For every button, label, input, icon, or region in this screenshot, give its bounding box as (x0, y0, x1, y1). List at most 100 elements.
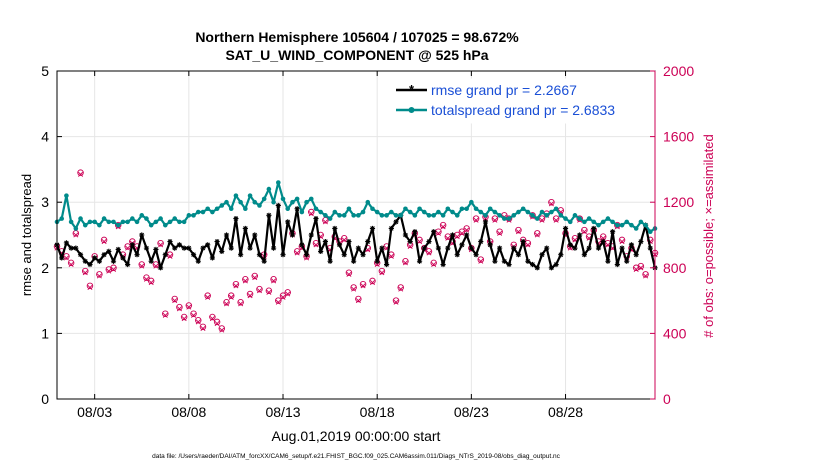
rmse-point (110, 258, 117, 264)
obs-assimilated-point (398, 286, 404, 292)
totalspread-point (629, 222, 634, 228)
rmse-point (115, 246, 121, 253)
obs-possible-point (77, 169, 84, 176)
totalspread-point (445, 206, 451, 212)
totalspread-point (92, 219, 97, 225)
obs-assimilated-point (266, 289, 272, 295)
obs-assimilated-point (402, 260, 408, 266)
totalspread-point (158, 216, 163, 221)
totalspread-point (332, 209, 338, 215)
obs-assimilated-point (191, 312, 197, 318)
obs-assimilated-point (271, 278, 277, 284)
obs-possible-point (439, 221, 447, 229)
totalspread-point (266, 186, 272, 192)
y-tick-label-right: 400 (663, 325, 687, 341)
y-tick-label-left: 0 (41, 391, 49, 407)
rmse-point (515, 252, 522, 258)
obs-assimilated-point (643, 273, 649, 279)
totalspread-point (346, 206, 352, 212)
rmse-point (332, 225, 338, 232)
obs-assimilated-point (162, 312, 168, 318)
rmse-point (106, 248, 112, 254)
obs-possible-point (430, 259, 437, 267)
legend-box (385, 78, 651, 124)
totalspread-point (144, 216, 149, 221)
rmse-point (209, 255, 215, 261)
obs-possible-point (576, 215, 583, 222)
rmse-point (454, 252, 460, 258)
rmse-point (266, 212, 272, 218)
rmse-point (223, 232, 230, 238)
obs-assimilated-point (633, 266, 639, 272)
totalspread-point (520, 206, 526, 212)
totalspread-point (610, 219, 615, 225)
obs-assimilated-point (158, 242, 164, 248)
obs-assimilated-point (473, 217, 479, 223)
obs-possible-point (392, 297, 400, 304)
rmse-point (497, 245, 503, 251)
totalspread-point (647, 229, 653, 235)
rmse-point (553, 261, 559, 268)
totalspread-point (412, 213, 418, 218)
obs-possible-point (345, 269, 353, 276)
obs-assimilated-point (431, 262, 437, 268)
axis-layer: 08/03 08/08 08/13 08/18 08/23 08/28 0 1 2 3 4 5 0 400… (41, 63, 694, 420)
obs-assimilated-point (110, 266, 117, 272)
obs-possible-point (232, 280, 240, 288)
totalspread-point (318, 209, 323, 215)
totalspread-point (257, 203, 262, 208)
rmse-point (77, 252, 84, 258)
rmse-point (59, 255, 65, 261)
totalspread-point (605, 216, 611, 221)
rmse-point (440, 261, 446, 268)
totalspread-point (563, 216, 568, 221)
obs-possible-point (114, 221, 122, 229)
obs-assimilated-point (393, 299, 399, 305)
obs-possible-point (143, 274, 150, 281)
rmse-point (431, 229, 437, 235)
rmse-point (421, 245, 427, 251)
rmse-point (435, 245, 442, 251)
rmse-point (63, 240, 70, 246)
obs-possible-point (397, 284, 404, 291)
y-tick-label-left: 3 (41, 194, 49, 210)
obs-assimilated-point (464, 227, 470, 233)
totalspread-point (73, 226, 79, 231)
obs-assimilated-point (445, 235, 451, 241)
totalspread-point (511, 213, 517, 218)
rmse-point (303, 252, 310, 258)
rmse-point (619, 245, 625, 251)
obs-assimilated-point (176, 306, 182, 312)
obs-assimilated-point (454, 234, 460, 240)
totalspread-point (101, 216, 107, 221)
obs-assimilated-point (82, 270, 88, 276)
rmse-point (464, 232, 470, 238)
rmse-point (449, 232, 456, 238)
obs-assimilated-point (525, 242, 531, 248)
rmse-point (544, 245, 550, 251)
obs-assimilated-point (181, 316, 187, 322)
obs-assimilated-point (209, 316, 215, 322)
rmse-point (242, 225, 248, 232)
obs-possible-point (552, 215, 560, 222)
totalspread-point (459, 206, 465, 212)
obs-assimilated-point (275, 299, 281, 305)
rmse-point (346, 238, 352, 245)
totalspread-point (337, 213, 342, 218)
x-tick-label: 08/28 (548, 404, 583, 420)
rmse-point (416, 258, 423, 264)
rmse-point (506, 261, 512, 268)
totalspread-point (360, 209, 366, 215)
x-tick-label: 08/03 (77, 404, 112, 420)
obs-assimilated-point (143, 276, 149, 282)
rmse-point (393, 219, 399, 225)
totalspread-point (374, 209, 380, 215)
obs-possible-point (246, 290, 254, 298)
obs-possible-point (293, 248, 301, 255)
totalspread-point (398, 213, 404, 218)
totalspread-point (238, 199, 243, 205)
rmse-point (407, 238, 413, 245)
rmse-point (360, 252, 366, 258)
rmse-point (101, 252, 107, 258)
obs-assimilated-point (548, 201, 554, 207)
